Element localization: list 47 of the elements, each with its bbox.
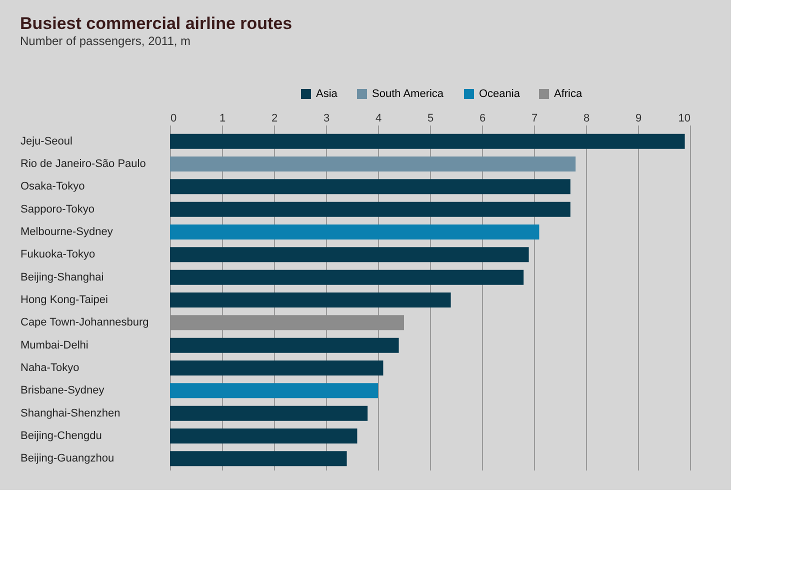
x-tick-label: 4 xyxy=(375,112,382,124)
y-tick-label: Beijing-Chengdu xyxy=(20,430,102,442)
x-tick-label: 3 xyxy=(323,112,330,124)
bar xyxy=(170,315,404,330)
x-tick-label: 5 xyxy=(427,112,434,124)
y-tick-label: Mumbai-Delhi xyxy=(20,339,88,352)
bar xyxy=(170,202,570,217)
bar xyxy=(170,224,540,240)
y-tick-label: Jeju-Seoul xyxy=(20,135,72,148)
y-tick-label: Shanghai-Shenzhen xyxy=(20,407,120,420)
y-tick-label: Naha-Tokyo xyxy=(20,362,80,374)
y-tick-label: Brisbane-Sydney xyxy=(20,384,105,397)
y-tick-label: Cape Town-Johannesburg xyxy=(20,316,149,329)
bar xyxy=(170,428,358,444)
x-tick-label: 9 xyxy=(635,112,642,124)
bar xyxy=(170,156,576,172)
x-tick-label: 1 xyxy=(219,112,226,124)
x-tick-label: 0 xyxy=(170,112,177,124)
legend-label: Asia xyxy=(316,88,338,100)
y-tick-label: Fukuoka-Tokyo xyxy=(20,248,96,261)
legend-label: Africa xyxy=(554,88,583,100)
y-tick-label: Melbourne-Sydney xyxy=(20,226,114,238)
bar xyxy=(170,270,524,285)
x-tick-label: 8 xyxy=(583,112,590,124)
x-tick-label: 10 xyxy=(678,112,690,124)
y-tick-label: Beijing-Shanghai xyxy=(20,271,104,284)
y-tick-label: Osaka-Tokyo xyxy=(20,180,85,193)
x-tick-label: 2 xyxy=(271,112,278,124)
legend-label: South America xyxy=(372,88,444,100)
bar xyxy=(170,360,384,376)
y-tick-label: Sapporo-Tokyo xyxy=(20,203,94,216)
bar xyxy=(170,406,368,421)
y-tick-label: Rio de Janeiro-São Paulo xyxy=(20,158,146,170)
bar xyxy=(170,247,529,262)
bar xyxy=(170,134,685,149)
legend-label: Oceania xyxy=(479,88,521,100)
y-tick-label: Hong Kong-Taipei xyxy=(20,294,108,306)
bar xyxy=(170,383,378,398)
bar xyxy=(170,179,570,194)
x-tick-label: 6 xyxy=(479,112,486,124)
chart-title: Busiest commercial airline routes xyxy=(20,14,292,33)
bar xyxy=(170,338,399,353)
x-tick-label: 7 xyxy=(531,112,538,124)
y-tick-label: Beijing-Guangzhou xyxy=(20,452,114,465)
bar xyxy=(170,451,347,466)
bar xyxy=(170,292,451,308)
chart-subtitle: Number of passengers, 2011, m xyxy=(20,34,191,48)
